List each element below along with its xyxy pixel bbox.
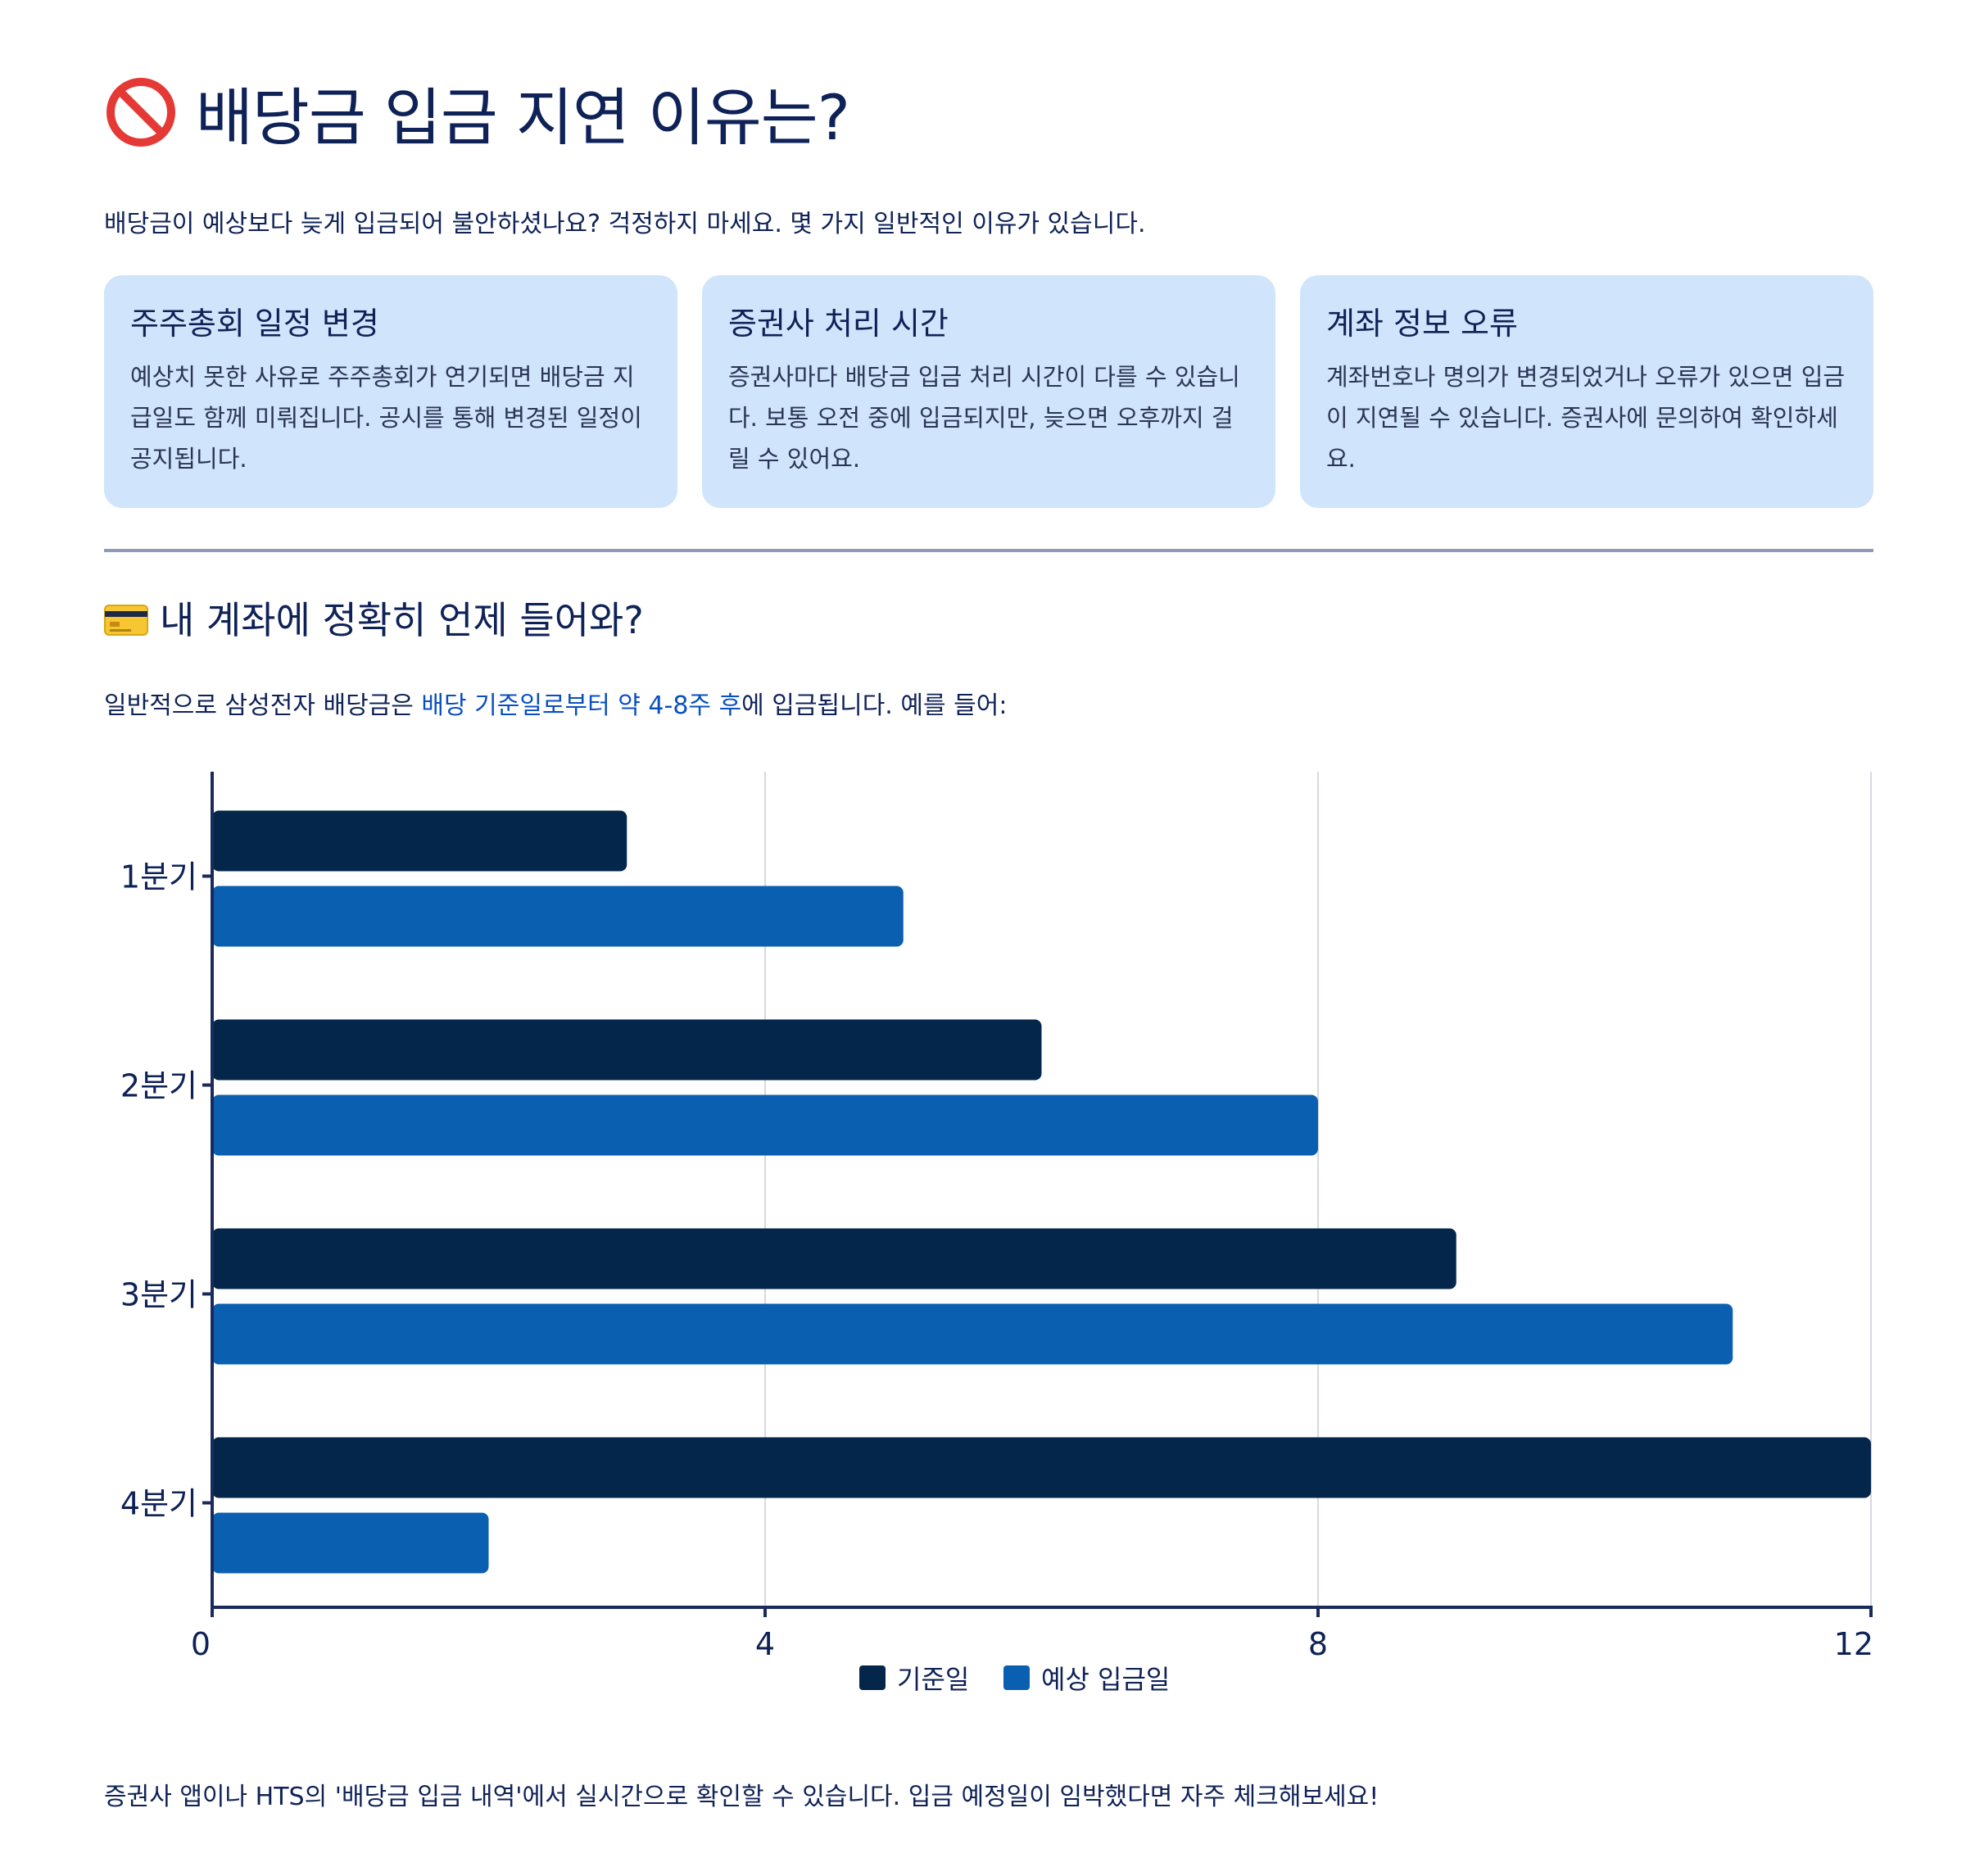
bar-record-date-3 bbox=[212, 1228, 1456, 1289]
reason-card-title: 증권사 처리 시간 bbox=[728, 306, 949, 342]
legend-swatch-record-date bbox=[859, 1665, 886, 1690]
reason-card-broker: 증권사 처리 시간 증권사마다 배당금 입금 처리 시간이 다를 수 있습니다.… bbox=[702, 275, 1275, 508]
x-tick-label: 12 bbox=[1834, 1626, 1873, 1662]
reason-card-title: 주주총회 일정 변경 bbox=[130, 306, 379, 342]
x-tick-label: 8 bbox=[1308, 1626, 1328, 1662]
reason-card-body: 증권사마다 배당금 입금 처리 시간이 다를 수 있습니다. 보통 오전 중에 … bbox=[728, 363, 1240, 473]
reason-card-account: 계좌 정보 오류 계좌번호나 명의가 변경되었거나 오류가 있으면 입금이 지연… bbox=[1300, 275, 1873, 508]
note-text-before: 일반적으로 삼성전자 배당금은 bbox=[104, 691, 422, 720]
bar-record-date-2 bbox=[212, 1019, 1042, 1081]
intro-text: 배당금이 예상보다 늦게 입금되어 불안하셨나요? 걱정하지 마세요. 몇 가지… bbox=[104, 210, 1146, 238]
legend-label-expected-deposit: 예상 입금일 bbox=[1041, 1664, 1170, 1695]
note-highlight: 배당 기준일로부터 약 4-8주 후 bbox=[421, 691, 742, 720]
x-tick-label: 4 bbox=[755, 1626, 775, 1662]
section-divider bbox=[104, 549, 1873, 552]
timing-note: 일반적으로 삼성전자 배당금은 배당 기준일로부터 약 4-8주 후에 입금됩니… bbox=[104, 685, 1007, 721]
y-tick-label: 2분기 bbox=[120, 1068, 197, 1104]
note-text-after: 에 입금됩니다. 예를 들어: bbox=[741, 691, 1008, 720]
bar-expected-deposit-2 bbox=[212, 1094, 1318, 1156]
bar-record-date-4 bbox=[212, 1437, 1871, 1498]
deposit-timing-chart: 1분기 2분기 3분기 4분기 0 4 8 12 기준일 예상 입금일 bbox=[120, 772, 1873, 1695]
reason-cards: 주주총회 일정 변경 예상치 못한 사유로 주주총회가 연기되면 배당금 지급일… bbox=[104, 275, 1873, 508]
y-tick-label: 1분기 bbox=[120, 859, 197, 895]
bar-expected-deposit-1 bbox=[212, 886, 904, 947]
bar-expected-deposit-3 bbox=[212, 1303, 1733, 1365]
legend-swatch-expected-deposit bbox=[1003, 1665, 1030, 1690]
footer-note: 증권사 앱이나 HTS의 '배당금 입금 내역'에서 실시간으로 확인할 수 있… bbox=[104, 1783, 1379, 1811]
y-tick-label: 3분기 bbox=[120, 1277, 197, 1313]
legend-label-record-date: 기준일 bbox=[897, 1664, 969, 1695]
page-title: 배당금 입금 지연 이유는? bbox=[104, 67, 850, 157]
page-title-text: 배당금 입금 지연 이유는? bbox=[196, 81, 850, 154]
y-tick-label: 4분기 bbox=[120, 1486, 197, 1522]
x-tick-label: 0 bbox=[191, 1626, 211, 1662]
credit-card-icon bbox=[104, 601, 148, 636]
reason-card-body: 예상치 못한 사유로 주주총회가 연기되면 배당금 지급일도 함께 미뤄집니다.… bbox=[130, 363, 642, 473]
section-title-text: 내 계좌에 정확히 언제 들어와? bbox=[160, 598, 644, 642]
reason-card-title: 계좌 정보 오류 bbox=[1326, 306, 1518, 342]
reason-card-meeting: 주주총회 일정 변경 예상치 못한 사유로 주주총회가 연기되면 배당금 지급일… bbox=[104, 275, 677, 508]
section-title: 내 계좌에 정확히 언제 들어와? bbox=[104, 591, 644, 644]
bar-record-date-1 bbox=[212, 810, 627, 872]
reason-card-body: 계좌번호나 명의가 변경되었거나 오류가 있으면 입금이 지연될 수 있습니다.… bbox=[1326, 363, 1846, 473]
prohibited-icon bbox=[104, 75, 178, 149]
bar-expected-deposit-4 bbox=[212, 1512, 489, 1574]
